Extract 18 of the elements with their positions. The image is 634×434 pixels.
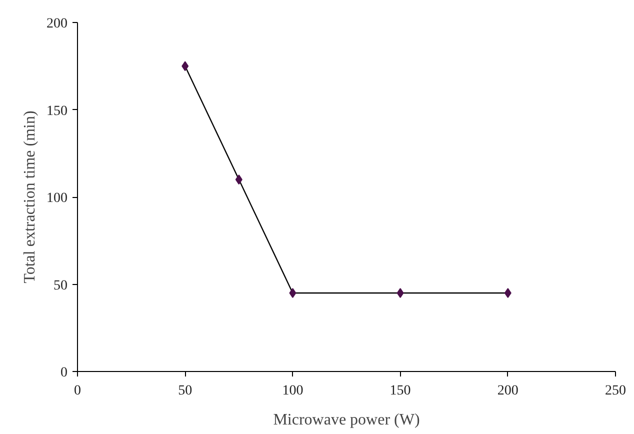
x-tick-label: 150 bbox=[390, 384, 411, 398]
y-tick-label: 100 bbox=[46, 191, 68, 206]
y-axis-title: Total extraction time (min) bbox=[22, 110, 38, 284]
x-tick-label: 0 bbox=[74, 384, 81, 398]
point bbox=[396, 288, 404, 298]
y-tick-label: 150 bbox=[46, 104, 68, 119]
point bbox=[504, 288, 512, 298]
y-tick-label: 0 bbox=[60, 366, 68, 380]
point bbox=[182, 61, 189, 72]
point bbox=[235, 174, 242, 185]
y-tick-label: 50 bbox=[54, 278, 68, 294]
x-tick-label: 50 bbox=[178, 384, 192, 398]
x-axis-title: Microwave power (W) bbox=[273, 412, 420, 428]
x-tick-label: 200 bbox=[497, 384, 518, 398]
point bbox=[289, 288, 296, 298]
x-tick-label: 250 bbox=[605, 384, 626, 398]
x-tick-label: 100 bbox=[282, 384, 304, 398]
y-tick-label: 200 bbox=[46, 16, 68, 32]
